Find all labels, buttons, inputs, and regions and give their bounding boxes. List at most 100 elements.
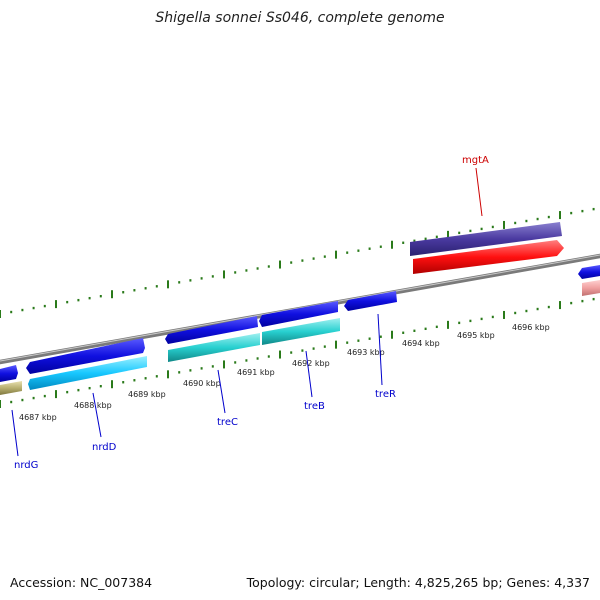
- minor-tick: [290, 351, 293, 354]
- tick-label: 4693 kbp: [347, 348, 385, 357]
- major-tick: [335, 340, 337, 349]
- minor-tick: [245, 359, 248, 362]
- minor-tick: [379, 335, 382, 338]
- major-tick: [335, 250, 337, 259]
- minor-tick: [178, 281, 181, 284]
- minor-tick: [122, 291, 125, 294]
- minor-tick: [581, 299, 584, 303]
- minor-tick: [144, 287, 147, 290]
- major-tick: [0, 400, 1, 408]
- minor-tick: [525, 309, 528, 313]
- minor-tick: [21, 308, 24, 312]
- tick-label: 4696 kbp: [512, 323, 550, 332]
- minor-tick: [570, 211, 573, 215]
- genome-title: Shigella sonnei Ss046, complete genome: [155, 10, 445, 26]
- minor-tick: [256, 267, 259, 270]
- minor-tick: [413, 239, 416, 242]
- tick-label: 4692 kbp: [292, 359, 330, 368]
- minor-tick: [155, 285, 158, 288]
- gene-label-mgtA: mgtA: [462, 155, 489, 166]
- minor-tick: [435, 235, 438, 239]
- minor-tick: [290, 261, 293, 264]
- gene-label-treC: treC: [217, 417, 238, 428]
- cds-treB-cyan: [262, 318, 340, 345]
- minor-tick: [32, 306, 35, 310]
- major-tick: [223, 360, 225, 369]
- major-tick: [391, 330, 393, 339]
- minor-tick: [88, 296, 91, 300]
- minor-tick: [424, 237, 427, 241]
- minor-tick: [122, 381, 125, 384]
- minor-tick: [323, 345, 326, 348]
- major-tick: [111, 290, 113, 299]
- major-tick: [279, 350, 281, 359]
- minor-tick: [211, 365, 214, 368]
- minor-tick: [245, 269, 248, 272]
- major-tick: [167, 280, 169, 289]
- major-tick: [167, 370, 169, 379]
- tick-label: 4690 kbp: [183, 379, 221, 388]
- cds-nrdD-blue: [26, 338, 145, 374]
- minor-tick: [357, 339, 360, 342]
- minor-tick: [536, 217, 539, 221]
- minor-tick: [346, 341, 349, 344]
- minor-tick: [592, 207, 595, 211]
- cds-blue-fragment-left: [0, 365, 18, 382]
- major-tick: [391, 240, 393, 249]
- minor-tick: [491, 225, 494, 229]
- major-tick: [55, 300, 57, 309]
- cds-mgtA-purple: [410, 222, 562, 256]
- tick-track-lower: [0, 297, 595, 408]
- minor-tick: [88, 386, 91, 390]
- cds-blue-fragment-right: [578, 265, 600, 279]
- major-tick: [111, 380, 113, 389]
- cds-treC-blue: [165, 316, 258, 344]
- minor-tick: [32, 396, 35, 400]
- tick-label: 4687 kbp: [19, 413, 57, 422]
- tick-track-upper: [0, 207, 595, 318]
- gene-label-nrdD: nrdD: [92, 442, 117, 453]
- genome-summary-text: Topology: circular; Length: 4,825,265 bp…: [246, 575, 590, 590]
- minor-tick: [480, 227, 483, 231]
- major-tick: [559, 301, 561, 310]
- minor-tick: [592, 297, 595, 301]
- minor-tick: [43, 394, 46, 398]
- gene-label-treB: treB: [304, 401, 325, 412]
- minor-tick: [402, 241, 405, 244]
- minor-tick: [458, 321, 461, 325]
- minor-tick: [200, 367, 203, 370]
- minor-tick: [66, 390, 69, 394]
- minor-tick: [312, 257, 315, 260]
- minor-tick: [435, 325, 438, 329]
- minor-tick: [267, 355, 270, 358]
- minor-tick: [312, 347, 315, 350]
- accession-text: Accession: NC_007384: [10, 575, 153, 590]
- minor-tick: [491, 315, 494, 319]
- minor-tick: [323, 255, 326, 258]
- major-tick: [279, 260, 281, 269]
- minor-tick: [379, 245, 382, 248]
- minor-tick: [581, 209, 584, 213]
- cds-treC-cyan: [168, 333, 260, 362]
- minor-tick: [525, 219, 528, 223]
- minor-tick: [144, 377, 147, 380]
- minor-tick: [234, 361, 237, 364]
- minor-tick: [301, 349, 304, 352]
- minor-tick: [133, 289, 136, 292]
- cds-nrdD-light: [28, 356, 147, 390]
- minor-tick: [211, 275, 214, 278]
- cds-features: [0, 222, 600, 395]
- cds-mgtA-red: [413, 240, 564, 274]
- minor-tick: [357, 249, 360, 252]
- minor-tick: [413, 329, 416, 332]
- minor-tick: [189, 279, 192, 282]
- minor-tick: [368, 247, 371, 250]
- minor-tick: [514, 221, 517, 225]
- minor-tick: [547, 305, 550, 309]
- major-tick: [503, 220, 505, 229]
- tick-label: 4691 kbp: [237, 368, 275, 377]
- minor-tick: [301, 259, 304, 262]
- major-tick: [447, 320, 449, 329]
- cds-pink-fragment-right: [582, 280, 600, 296]
